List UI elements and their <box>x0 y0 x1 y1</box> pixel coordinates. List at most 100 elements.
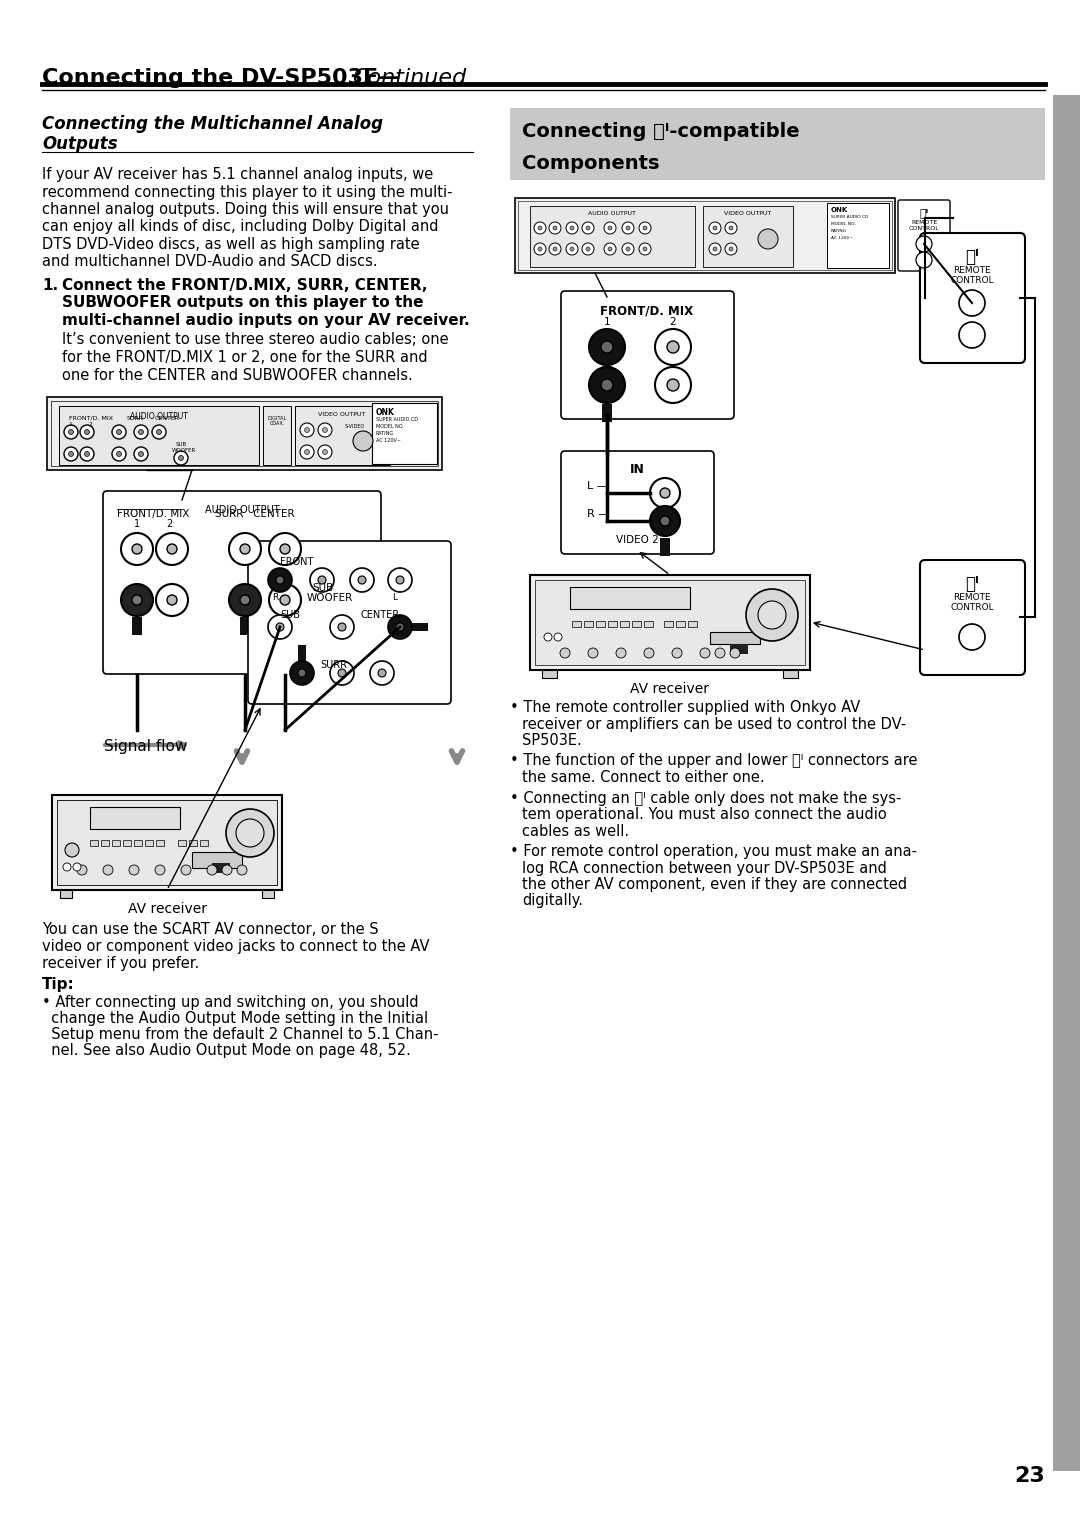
Circle shape <box>84 452 90 456</box>
Text: CENTER: CENTER <box>156 417 180 421</box>
Circle shape <box>156 584 188 617</box>
Text: SUPER AUDIO CD: SUPER AUDIO CD <box>376 417 418 423</box>
Text: Connecting the Multichannel Analog: Connecting the Multichannel Analog <box>42 114 383 133</box>
Circle shape <box>138 429 144 435</box>
Circle shape <box>396 623 404 630</box>
Circle shape <box>229 533 261 565</box>
Bar <box>262 890 274 897</box>
Text: WOOFER: WOOFER <box>307 594 353 603</box>
Bar <box>827 203 889 269</box>
Bar <box>703 206 793 267</box>
Text: ONK: ONK <box>376 407 395 417</box>
Circle shape <box>570 247 573 250</box>
Bar <box>240 617 249 635</box>
Bar <box>60 890 72 897</box>
Bar <box>730 644 748 655</box>
Text: AV receiver: AV receiver <box>631 682 710 696</box>
Circle shape <box>534 221 546 233</box>
Circle shape <box>300 446 314 459</box>
Circle shape <box>103 865 113 874</box>
Circle shape <box>68 452 73 456</box>
Text: the same. Connect to either one.: the same. Connect to either one. <box>522 771 765 784</box>
Circle shape <box>746 589 798 641</box>
Bar <box>295 406 390 465</box>
Text: AC 120V~: AC 120V~ <box>831 237 853 240</box>
Bar <box>608 621 617 627</box>
FancyBboxPatch shape <box>248 542 451 703</box>
Bar <box>660 539 670 555</box>
Text: S-VIDEO: S-VIDEO <box>345 424 365 429</box>
Circle shape <box>608 226 612 230</box>
Circle shape <box>330 615 354 639</box>
Text: one for the CENTER and SUBWOOFER channels.: one for the CENTER and SUBWOOFER channel… <box>62 368 413 383</box>
Text: digitally.: digitally. <box>522 894 583 908</box>
FancyBboxPatch shape <box>561 291 734 420</box>
Circle shape <box>586 226 590 230</box>
Circle shape <box>370 661 394 685</box>
Circle shape <box>357 575 366 584</box>
Text: R —: R — <box>588 510 609 519</box>
Circle shape <box>117 429 121 435</box>
Circle shape <box>305 450 310 455</box>
Text: DIGITAL: DIGITAL <box>268 417 286 421</box>
Text: Signal flow: Signal flow <box>104 739 187 754</box>
Circle shape <box>80 447 94 461</box>
Circle shape <box>713 226 717 230</box>
Circle shape <box>758 229 778 249</box>
Bar <box>59 406 259 465</box>
Circle shape <box>80 426 94 439</box>
Text: ONK: ONK <box>831 208 848 214</box>
Circle shape <box>588 649 598 658</box>
Circle shape <box>132 543 141 554</box>
Text: Components: Components <box>522 154 660 172</box>
Circle shape <box>916 237 932 252</box>
Circle shape <box>280 543 291 554</box>
Circle shape <box>378 668 386 678</box>
Text: VIDEO OUTPUT: VIDEO OUTPUT <box>319 412 366 417</box>
Text: AV receiver: AV receiver <box>127 902 206 916</box>
FancyBboxPatch shape <box>897 200 950 272</box>
Bar <box>783 670 798 678</box>
Text: AUDIO OUTPUT: AUDIO OUTPUT <box>589 211 636 217</box>
Text: Outputs: Outputs <box>42 134 118 153</box>
Text: SURR   CENTER: SURR CENTER <box>215 510 295 519</box>
Circle shape <box>268 568 292 592</box>
Text: FRONT/D. MIX: FRONT/D. MIX <box>600 305 693 317</box>
Circle shape <box>604 221 616 233</box>
Bar <box>535 580 805 665</box>
Circle shape <box>644 649 654 658</box>
Text: COAX.: COAX. <box>269 421 285 426</box>
Text: Connecting Ⓡᴵ-compatible: Connecting Ⓡᴵ-compatible <box>522 122 799 140</box>
Text: SUB: SUB <box>280 610 300 620</box>
Text: Connecting the DV-SP503E—: Connecting the DV-SP503E— <box>42 69 401 89</box>
Text: CONTROL: CONTROL <box>950 603 994 612</box>
Circle shape <box>622 243 634 255</box>
Circle shape <box>544 633 552 641</box>
Circle shape <box>134 426 148 439</box>
Circle shape <box>330 661 354 685</box>
Bar <box>664 621 673 627</box>
Circle shape <box>388 615 411 639</box>
Circle shape <box>237 865 247 874</box>
Circle shape <box>152 426 166 439</box>
Text: • After connecting up and switching on, you should: • After connecting up and switching on, … <box>42 995 419 1010</box>
Circle shape <box>240 543 249 554</box>
Text: RATING: RATING <box>831 229 847 233</box>
Bar <box>123 839 131 845</box>
Text: Setup menu from the default 2 Channel to 5.1 Chan-: Setup menu from the default 2 Channel to… <box>42 1027 438 1042</box>
Text: change the Audio Output Mode setting in the Initial: change the Audio Output Mode setting in … <box>42 1012 428 1025</box>
Circle shape <box>534 243 546 255</box>
Circle shape <box>654 330 691 365</box>
Circle shape <box>323 427 327 432</box>
Circle shape <box>240 595 249 604</box>
Bar <box>156 839 164 845</box>
Text: R: R <box>272 594 279 601</box>
Circle shape <box>729 226 733 230</box>
Circle shape <box>725 221 737 233</box>
Circle shape <box>65 842 79 858</box>
Circle shape <box>291 661 314 685</box>
Text: • The remote controller supplied with Onkyo AV: • The remote controller supplied with On… <box>510 700 861 716</box>
Bar <box>200 839 208 845</box>
Circle shape <box>554 633 562 641</box>
Circle shape <box>650 478 680 508</box>
